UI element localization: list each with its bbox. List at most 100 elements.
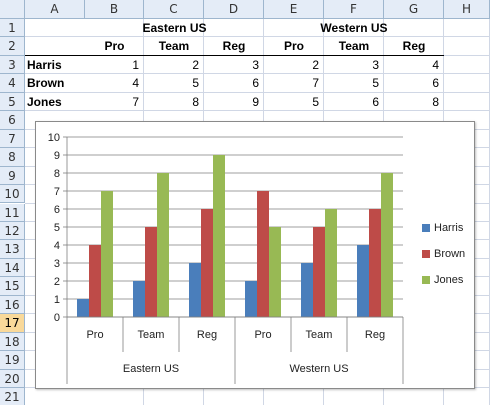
bar-harris-3 — [245, 281, 257, 317]
y-tick-label: 3 — [54, 258, 60, 270]
data-cell[interactable]: 8 — [432, 94, 439, 109]
group-header: Western US — [320, 21, 388, 35]
x-group-label: Western US — [289, 363, 348, 375]
bar-jones-5 — [381, 173, 393, 317]
row-header-12[interactable]: 12 — [0, 221, 25, 241]
y-tick-label: 10 — [48, 132, 60, 144]
row-header-5[interactable]: 5 — [0, 92, 25, 112]
legend-swatch — [422, 250, 430, 258]
y-tick-label: 8 — [54, 168, 60, 180]
data-cell[interactable]: 2 — [192, 57, 199, 72]
sub-header: Reg — [222, 39, 246, 54]
data-cell[interactable]: 1 — [132, 57, 139, 72]
bar-jones-2 — [213, 155, 225, 317]
column-header-e[interactable]: E — [264, 0, 324, 19]
data-cell[interactable]: 8 — [192, 94, 199, 109]
bar-jones-0 — [101, 191, 113, 317]
bar-brown-0 — [89, 245, 101, 317]
sub-header: Team — [338, 39, 370, 54]
x-category-label: Team — [138, 329, 165, 341]
x-category-label: Reg — [365, 329, 385, 341]
row-header-21[interactable]: 21 — [0, 388, 25, 405]
grid-hline — [25, 91, 490, 93]
row-header-9[interactable]: 9 — [0, 166, 25, 186]
row-header-11[interactable]: 11 — [0, 203, 25, 222]
bar-jones-1 — [157, 173, 169, 317]
row-header-16[interactable]: 16 — [0, 295, 25, 315]
data-cell[interactable]: 3 — [252, 57, 259, 72]
row-header-6[interactable]: 6 — [0, 111, 25, 130]
bar-jones-3 — [269, 227, 281, 317]
x-category-label: Pro — [86, 329, 103, 341]
row-header-3[interactable]: 3 — [0, 55, 25, 75]
x-category-label: Team — [306, 329, 333, 341]
column-header-c[interactable]: C — [144, 0, 204, 19]
data-cell[interactable]: 4 — [432, 57, 439, 72]
row-name: Jones — [27, 94, 62, 109]
y-tick-label: 9 — [54, 150, 60, 162]
y-tick-label: 0 — [54, 312, 60, 324]
column-header-d[interactable]: D — [204, 0, 264, 19]
column-header-g[interactable]: G — [384, 0, 444, 19]
bar-harris-0 — [77, 299, 89, 317]
row-header-18[interactable]: 18 — [0, 332, 25, 352]
y-tick-label: 2 — [54, 276, 60, 288]
row-header-7[interactable]: 7 — [0, 129, 25, 149]
data-cell[interactable]: 7 — [132, 94, 139, 109]
legend-label: Jones — [434, 274, 464, 286]
row-header-8[interactable]: 8 — [0, 148, 25, 167]
select-all-corner[interactable] — [0, 0, 25, 19]
data-cell[interactable]: 6 — [432, 76, 439, 91]
row-header-4[interactable]: 4 — [0, 74, 25, 93]
grid-hline — [25, 110, 490, 112]
sub-header: Reg — [402, 39, 426, 54]
chart-legend: Harris Brown Jones — [422, 222, 474, 300]
data-cell[interactable]: 6 — [252, 76, 259, 91]
bar-brown-3 — [257, 191, 269, 317]
bar-brown-4 — [313, 227, 325, 317]
column-header-h[interactable]: H — [444, 0, 490, 19]
row-name: Harris — [27, 57, 62, 72]
row-header-10[interactable]: 10 — [0, 185, 25, 204]
column-header-b[interactable]: B — [85, 0, 144, 19]
row-header-17[interactable]: 17 — [0, 314, 25, 333]
bar-brown-1 — [145, 227, 157, 317]
row-header-15[interactable]: 15 — [0, 277, 25, 296]
legend-swatch — [422, 276, 430, 284]
legend-item-harris: Harris — [422, 222, 474, 248]
column-header-f[interactable]: F — [324, 0, 384, 19]
data-cell[interactable]: 7 — [312, 76, 319, 91]
column-header-a[interactable]: A — [25, 0, 85, 19]
header-border — [25, 54, 444, 56]
y-tick-label: 6 — [54, 204, 60, 216]
data-cell[interactable]: 5 — [312, 94, 319, 109]
data-cell[interactable]: 5 — [192, 76, 199, 91]
y-tick-label: 1 — [54, 294, 60, 306]
data-cell[interactable]: 3 — [372, 57, 379, 72]
bar-harris-5 — [357, 245, 369, 317]
data-cell[interactable]: 9 — [252, 94, 259, 109]
row-header-19[interactable]: 19 — [0, 351, 25, 370]
grid-hline — [25, 36, 490, 38]
legend-item-jones: Jones — [422, 274, 474, 300]
data-cell[interactable]: 5 — [372, 76, 379, 91]
row-header-14[interactable]: 14 — [0, 258, 25, 278]
grid-hline — [25, 73, 490, 75]
bar-harris-2 — [189, 263, 201, 317]
y-tick-label: 5 — [54, 222, 60, 234]
sub-header: Team — [158, 39, 190, 54]
data-cell[interactable]: 6 — [372, 94, 379, 109]
row-header-1[interactable]: 1 — [0, 19, 25, 38]
row-header-13[interactable]: 13 — [0, 240, 25, 259]
y-tick-label: 4 — [54, 240, 60, 252]
x-category-label: Pro — [254, 329, 271, 341]
y-tick-label: 7 — [54, 186, 60, 198]
row-header-20[interactable]: 20 — [0, 369, 25, 388]
data-cell[interactable]: 4 — [132, 76, 139, 91]
data-cell[interactable]: 2 — [312, 57, 319, 72]
bar-jones-4 — [325, 209, 337, 317]
bar-brown-2 — [201, 209, 213, 317]
chart[interactable]: 0 1 2 3 4 5 6 7 8 9 10 Pro Team Reg Pro Team Reg Eastern … — [35, 121, 475, 389]
row-header-2[interactable]: 2 — [0, 37, 25, 56]
x-category-label: Reg — [197, 329, 217, 341]
